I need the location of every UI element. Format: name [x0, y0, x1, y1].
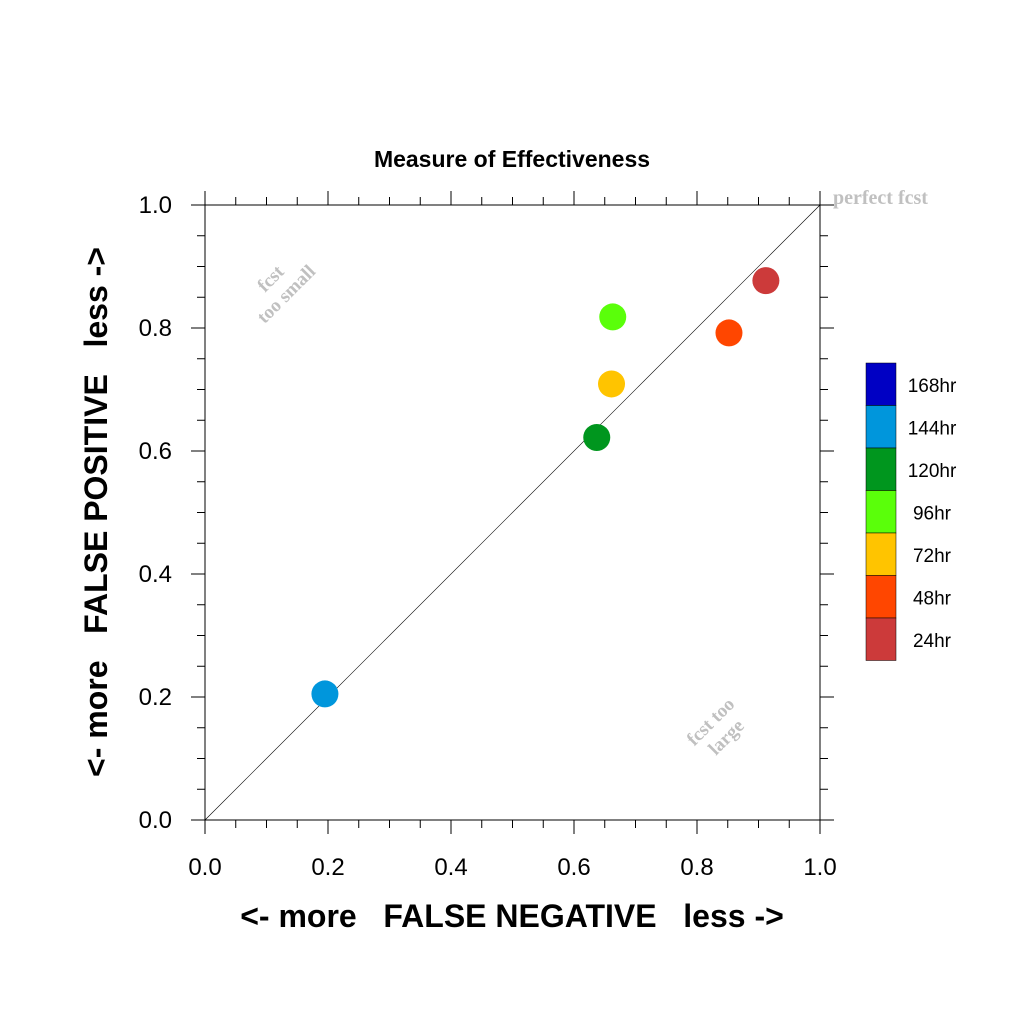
x-axis-label: <- more FALSE NEGATIVE less ->: [240, 898, 784, 934]
legend-label-120hr: 120hr: [908, 461, 957, 482]
x-tick-label: 0.8: [680, 854, 713, 881]
annotation-too-large: fcst too large: [683, 694, 749, 760]
x-tick-label: 0.6: [557, 854, 590, 881]
y-tick-label: 0.8: [139, 315, 172, 342]
legend-swatch-24hr: [865, 617, 897, 661]
legend: 168hr 144hr 120hr 96hr 72hr 48hr 24hr: [865, 362, 957, 661]
x-tick-label: 0.0: [188, 854, 221, 881]
data-point-48hr: [715, 319, 743, 347]
data-point-24hr: [752, 267, 780, 295]
data-points: [311, 267, 780, 708]
perfect-forecast-line: [204, 204, 821, 821]
data-point-144hr: [311, 680, 339, 708]
y-tick-labels: 0.0 0.2 0.4 0.6 0.8 1.0: [139, 192, 172, 834]
legend-label-24hr: 24hr: [913, 631, 952, 652]
legend-swatch-120hr: [865, 447, 897, 491]
data-point-72hr: [598, 370, 626, 398]
legend-label-96hr: 96hr: [913, 504, 952, 525]
x-tick-label: 1.0: [803, 854, 836, 881]
legend-swatch-72hr: [865, 532, 897, 576]
axis-ticks: [191, 191, 834, 834]
legend-swatch-96hr: [865, 490, 897, 534]
legend-swatch-48hr: [865, 575, 897, 619]
annotation-too-small: fcst too small: [253, 261, 320, 328]
legend-swatch-168hr: [865, 362, 897, 406]
y-tick-label: 0.4: [139, 561, 172, 588]
legend-label-144hr: 144hr: [908, 419, 957, 440]
data-point-120hr: [583, 423, 611, 451]
legend-swatch-144hr: [865, 405, 897, 449]
y-tick-label: 0.0: [139, 807, 172, 834]
y-axis-label: <- more FALSE POSITIVE less ->: [78, 247, 114, 777]
y-tick-label: 0.2: [139, 684, 172, 711]
x-tick-label: 0.2: [311, 854, 344, 881]
legend-label-168hr: 168hr: [908, 376, 957, 397]
x-tick-label: 0.4: [434, 854, 467, 881]
y-tick-label: 0.6: [139, 438, 172, 465]
chart-title: Measure of Effectiveness: [374, 146, 650, 172]
annotation-perfect-fcst: perfect fcst: [833, 187, 928, 209]
y-tick-label: 1.0: [139, 192, 172, 219]
legend-label-72hr: 72hr: [913, 546, 952, 567]
legend-label-48hr: 48hr: [913, 589, 952, 610]
data-point-96hr: [599, 303, 627, 331]
plot-area: 0.0 0.2 0.4 0.6 0.8 1.0 0.0 0.2 0.4 0.6 0.8 1.0: [139, 191, 837, 881]
x-tick-labels: 0.0 0.2 0.4 0.6 0.8 1.0: [188, 854, 836, 881]
